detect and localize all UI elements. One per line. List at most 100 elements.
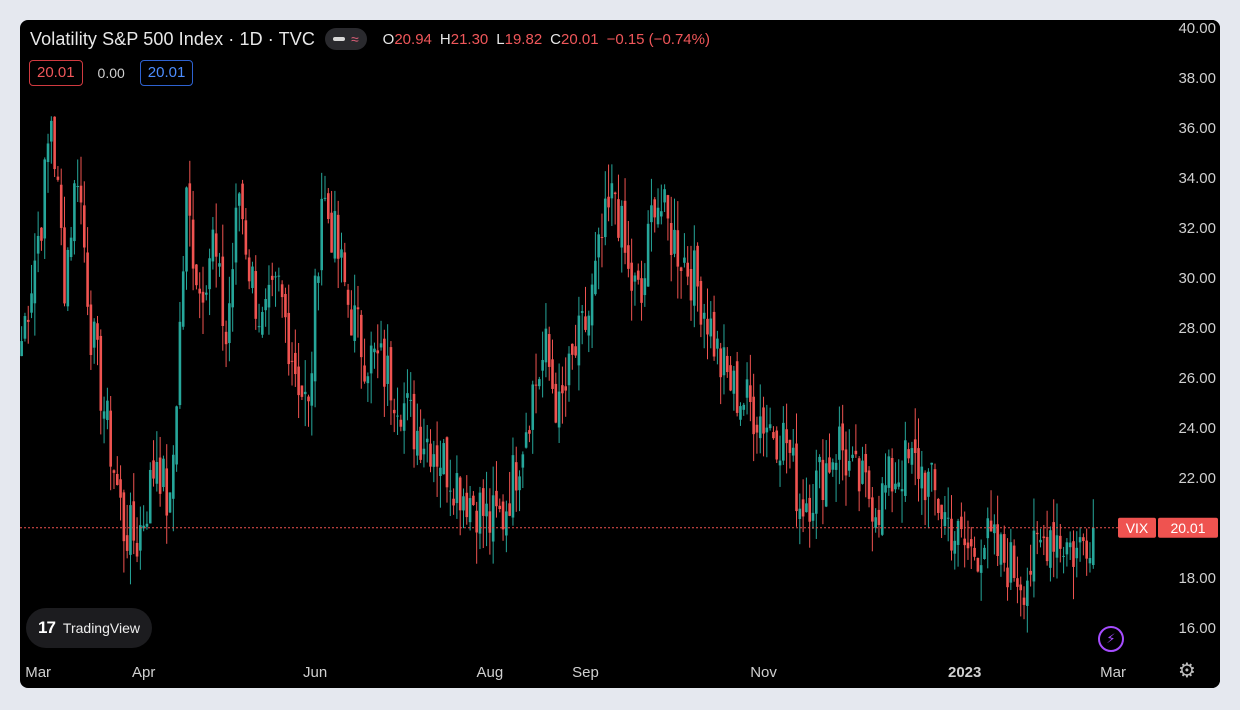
candle-body bbox=[702, 312, 706, 319]
candle-body bbox=[570, 343, 574, 355]
candle-body bbox=[495, 490, 498, 507]
candle-body bbox=[603, 198, 607, 238]
candle-body bbox=[481, 488, 485, 516]
candle-body bbox=[185, 187, 188, 272]
candle-body bbox=[538, 379, 541, 387]
candle-body bbox=[814, 470, 818, 514]
x-tick-label: Apr bbox=[132, 664, 155, 681]
candle-body bbox=[26, 319, 30, 322]
candle-body bbox=[1026, 580, 1029, 606]
candle-body bbox=[627, 245, 630, 269]
candle-body bbox=[894, 483, 897, 490]
high-value: 21.30 bbox=[450, 30, 489, 48]
tradingview-logo-text: TradingView bbox=[62, 620, 140, 636]
eye-icon bbox=[332, 37, 345, 41]
candle-body bbox=[155, 461, 159, 484]
candlestick-chart[interactable]: 40.00 38.00 36.00 34.00 32.00 30.00 28.00 26.00… bbox=[20, 20, 1220, 688]
candle-body bbox=[564, 386, 568, 391]
candle-body bbox=[92, 321, 96, 348]
candle-body bbox=[36, 235, 40, 254]
candle-body bbox=[986, 518, 990, 539]
open-label: O bbox=[382, 30, 395, 48]
candle-body bbox=[241, 183, 244, 220]
visibility-toggle[interactable]: ≈ bbox=[324, 28, 367, 50]
lightning-icon[interactable]: ⚡ bbox=[1098, 626, 1124, 652]
candle-body bbox=[857, 458, 861, 492]
wave-icon: ≈ bbox=[350, 31, 359, 47]
candle-body bbox=[907, 449, 910, 459]
candle-body bbox=[50, 120, 53, 142]
candle-body bbox=[927, 471, 930, 497]
candle-body bbox=[20, 341, 23, 357]
candle-body bbox=[369, 345, 373, 374]
candle-body bbox=[636, 270, 640, 280]
candle-body bbox=[416, 430, 419, 456]
candle-body bbox=[1058, 535, 1062, 549]
candle-body bbox=[999, 534, 1003, 565]
candle-body bbox=[294, 352, 297, 375]
candle-body bbox=[838, 426, 841, 460]
candle-body bbox=[669, 223, 673, 256]
value-badge[interactable]: 20.01 bbox=[139, 60, 194, 86]
candle-body bbox=[900, 489, 904, 492]
candle-body bbox=[508, 503, 511, 516]
candle-body bbox=[498, 505, 502, 510]
candle-body bbox=[617, 199, 620, 238]
high-label: H bbox=[439, 30, 451, 48]
candle-body bbox=[979, 565, 983, 573]
candle-body bbox=[102, 411, 106, 419]
candle-body bbox=[399, 419, 403, 427]
candle-body bbox=[969, 539, 973, 547]
candle-body bbox=[864, 453, 868, 473]
candle-body bbox=[643, 278, 647, 296]
candle-body bbox=[640, 278, 643, 303]
candle-body bbox=[419, 426, 422, 460]
x-tick-label: Mar bbox=[1100, 664, 1126, 681]
candle-body bbox=[544, 328, 548, 363]
candle-body bbox=[518, 476, 521, 491]
candle-body bbox=[198, 288, 202, 294]
close-value: 20.01 bbox=[561, 30, 599, 48]
gear-icon[interactable]: ⚙ bbox=[1178, 660, 1196, 682]
close-label: C bbox=[550, 30, 562, 48]
candle-body bbox=[1091, 527, 1095, 566]
x-tick-label: Aug bbox=[477, 664, 504, 681]
chart-panel[interactable]: 40.00 38.00 36.00 34.00 32.00 30.00 28.00 26.00… bbox=[20, 20, 1220, 688]
y-tick-label: 16.00 bbox=[1178, 620, 1216, 637]
candle-body bbox=[310, 373, 314, 406]
candle-body bbox=[712, 311, 716, 357]
tradingview-logo-icon: 17 bbox=[38, 618, 56, 637]
candle-body bbox=[366, 376, 370, 384]
candle-body bbox=[943, 512, 947, 527]
candle-body bbox=[514, 462, 518, 491]
candle-body bbox=[468, 498, 472, 523]
candle-body bbox=[646, 223, 650, 287]
tradingview-logo[interactable]: 17 TradingView bbox=[26, 608, 152, 648]
candle-body bbox=[811, 512, 815, 521]
candle-body bbox=[788, 439, 792, 453]
candle-body bbox=[1045, 536, 1049, 562]
candle-body bbox=[716, 338, 719, 349]
candle-body bbox=[505, 511, 508, 536]
candle-body bbox=[346, 289, 350, 305]
candle-body bbox=[353, 305, 356, 341]
price-badge[interactable]: 20.01 bbox=[29, 60, 83, 86]
candle-body bbox=[465, 492, 469, 518]
candle-body bbox=[257, 326, 261, 328]
candle-body bbox=[224, 331, 228, 345]
candle-body bbox=[1009, 542, 1013, 583]
candle-body bbox=[880, 483, 884, 535]
candle-body bbox=[475, 510, 478, 533]
candle-body bbox=[920, 466, 924, 489]
candle-body bbox=[488, 511, 492, 533]
candle-body bbox=[432, 454, 436, 467]
candle-body bbox=[501, 501, 505, 530]
candle-body bbox=[785, 429, 788, 444]
candle-body bbox=[221, 256, 225, 327]
candle-body bbox=[795, 443, 798, 512]
candle-body bbox=[828, 457, 831, 473]
candle-body bbox=[778, 460, 782, 466]
candle-body bbox=[940, 504, 943, 520]
candle-body bbox=[890, 457, 894, 492]
candle-body bbox=[791, 447, 795, 456]
